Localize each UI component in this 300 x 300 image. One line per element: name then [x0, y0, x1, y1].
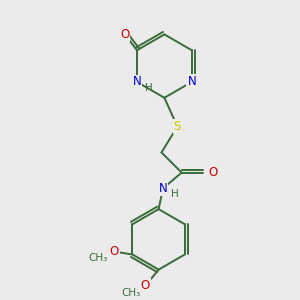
- Text: N: N: [133, 75, 141, 88]
- Text: N: N: [159, 182, 167, 195]
- Text: CH₃: CH₃: [121, 288, 140, 298]
- Text: H: H: [171, 189, 179, 199]
- Text: O: O: [110, 245, 119, 258]
- Text: O: O: [140, 279, 150, 292]
- Text: S: S: [174, 120, 181, 133]
- Text: H: H: [145, 83, 153, 93]
- Text: N: N: [188, 75, 196, 88]
- Text: O: O: [208, 166, 218, 179]
- Text: CH₃: CH₃: [88, 253, 108, 263]
- Text: O: O: [120, 28, 130, 41]
